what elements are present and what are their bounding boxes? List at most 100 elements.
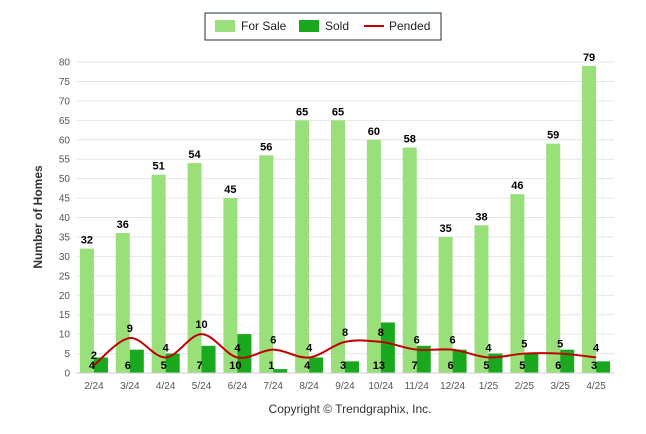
legend-label-sold: Sold: [325, 19, 349, 33]
data-labels: 3243665155474510561654653601358735638546…: [81, 52, 600, 372]
bar-for-sale: [546, 143, 561, 373]
data-label-for-sale: 32: [81, 235, 93, 247]
data-label-pended: 4: [485, 342, 492, 354]
data-label-for-sale: 54: [188, 149, 201, 161]
x-tick-label: 5/24: [192, 381, 212, 392]
bar-for-sale: [187, 163, 202, 373]
y-tick-label: 5: [64, 349, 70, 360]
x-tick-label: 6/24: [228, 381, 248, 392]
copyright-text: Copyright © Trendgraphix, Inc.: [269, 402, 432, 416]
data-label-for-sale: 56: [260, 141, 272, 153]
data-label-for-sale: 45: [224, 184, 236, 196]
bar-for-sale: [474, 225, 489, 373]
data-label-sold: 6: [125, 360, 131, 372]
bar-sold: [416, 345, 431, 373]
data-label-pended: 10: [195, 319, 207, 331]
y-axis-title: Number of Homes: [31, 165, 45, 269]
data-label-for-sale: 36: [117, 219, 129, 231]
data-label-sold: 4: [89, 360, 96, 372]
x-tick-label: 2/25: [515, 381, 535, 392]
x-tick-label: 2/24: [84, 381, 104, 392]
x-tick-label: 11/24: [405, 381, 430, 392]
data-label-sold: 6: [555, 360, 561, 372]
data-label-pended: 8: [378, 327, 384, 339]
bar-for-sale: [331, 120, 345, 373]
y-tick-label: 25: [59, 271, 71, 282]
y-tick-label: 55: [59, 155, 71, 166]
data-label-pended: 6: [414, 335, 420, 347]
bar-sold: [596, 361, 611, 373]
data-label-sold: 7: [196, 360, 202, 372]
data-label-for-sale: 59: [547, 130, 559, 142]
y-tick-label: 50: [59, 174, 71, 185]
x-tick-label: 4/24: [156, 381, 176, 392]
bar-for-sale: [223, 198, 238, 373]
bar-for-sale: [151, 174, 166, 373]
bar-sold: [237, 334, 252, 373]
y-tick-label: 45: [59, 194, 71, 205]
data-label-sold: 5: [483, 360, 489, 372]
data-label-sold: 3: [340, 360, 346, 372]
bar-for-sale: [438, 236, 453, 373]
data-label-for-sale: 35: [439, 223, 451, 235]
bar-sold: [345, 361, 359, 373]
legend-swatch-sold: [299, 20, 319, 32]
x-tick-label: 7/24: [264, 381, 284, 392]
x-tick-label: 3/24: [120, 381, 140, 392]
y-tick-label: 65: [59, 116, 71, 127]
bar-for-sale: [115, 233, 130, 373]
y-tick-label: 40: [59, 213, 71, 224]
y-tick-label: 0: [64, 369, 70, 380]
data-label-pended: 2: [91, 350, 97, 362]
legend-box: [204, 12, 442, 41]
x-tick-label: 1/25: [479, 381, 499, 392]
data-label-sold: 3: [591, 360, 597, 372]
data-label-pended: 4: [306, 342, 313, 354]
data-label-sold: 5: [519, 360, 525, 372]
x-tick-label: 10/24: [368, 381, 393, 392]
bar-for-sale: [259, 155, 274, 373]
data-label-sold: 10: [229, 360, 241, 372]
data-label-pended: 4: [234, 342, 241, 354]
data-label-for-sale: 60: [368, 126, 380, 138]
data-label-sold: 13: [373, 360, 385, 372]
data-label-pended: 5: [521, 339, 527, 351]
y-tick-label: 30: [59, 252, 71, 263]
y-tick-label: 15: [59, 310, 71, 321]
x-tick-label: 12/24: [440, 381, 465, 392]
legend-label-for-sale: For Sale: [241, 19, 287, 33]
data-label-sold: 7: [412, 360, 418, 372]
data-label-for-sale: 38: [475, 211, 487, 223]
bar-for-sale: [295, 120, 310, 373]
y-tick-label: 70: [59, 96, 71, 107]
bar-sold: [524, 353, 539, 373]
bar-sold: [273, 369, 288, 373]
legend: For Sale Sold Pended: [204, 12, 442, 41]
legend-swatch-for-sale: [215, 20, 235, 32]
y-tick-label: 75: [59, 77, 71, 88]
bars: [79, 65, 611, 373]
y-tick-label: 35: [59, 232, 71, 243]
data-label-for-sale: 51: [153, 161, 165, 173]
y-tick-label: 80: [59, 58, 71, 69]
data-label-pended: 6: [270, 335, 276, 347]
data-label-pended: 4: [593, 342, 600, 354]
y-tick-label: 10: [59, 330, 71, 341]
data-label-for-sale: 65: [296, 106, 308, 118]
bar-sold: [380, 322, 395, 373]
pended-line-layer: [93, 333, 597, 367]
bar-sold: [129, 349, 144, 373]
data-label-sold: 1: [268, 360, 274, 372]
data-label-pended: 5: [557, 339, 563, 351]
data-label-pended: 6: [450, 335, 456, 347]
data-label-pended: 4: [163, 342, 170, 354]
data-label-sold: 4: [304, 360, 311, 372]
bar-for-sale: [582, 65, 597, 373]
x-tick-label: 4/25: [586, 381, 606, 392]
bar-sold: [165, 353, 180, 373]
pended-line: [93, 333, 597, 367]
data-label-pended: 9: [127, 323, 133, 335]
y-tick-label: 20: [59, 291, 71, 302]
